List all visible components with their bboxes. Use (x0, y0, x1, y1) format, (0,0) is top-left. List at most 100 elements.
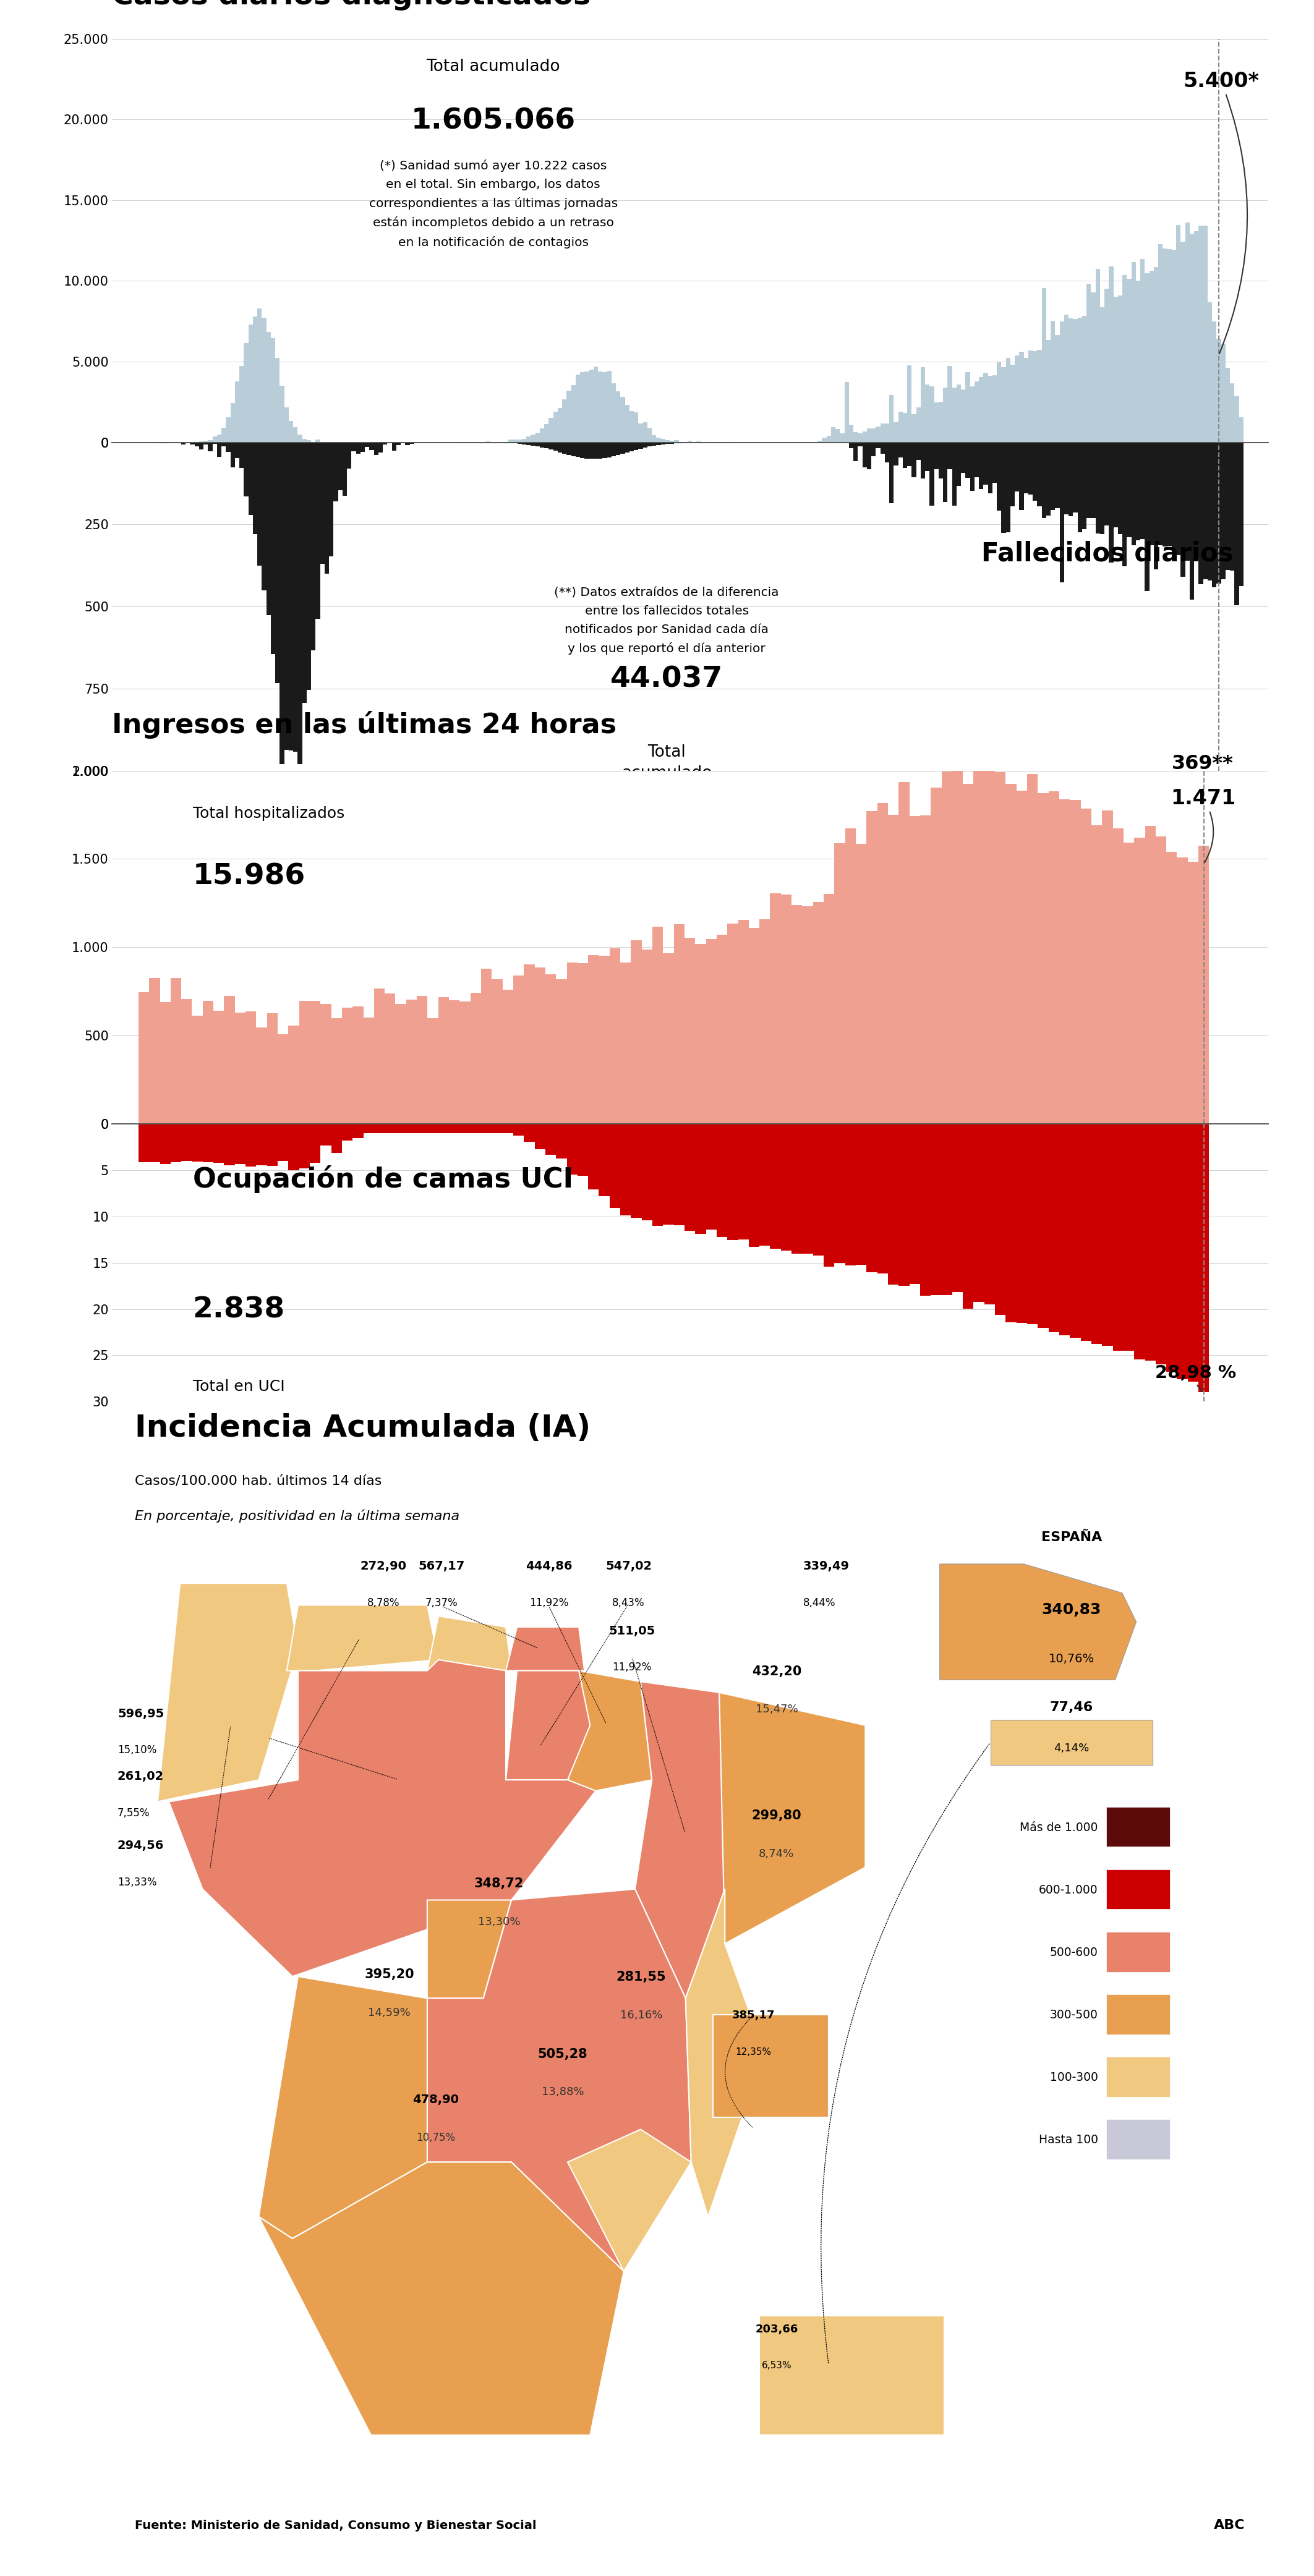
Bar (916, 407, 921, 443)
Text: ABC: ABC (1214, 2519, 1244, 2532)
Bar (1055, 443, 1059, 507)
Bar (674, 925, 685, 1123)
Bar (855, 1123, 866, 1265)
Bar (293, 443, 298, 752)
Bar (275, 358, 280, 443)
Bar (267, 332, 271, 443)
Bar (280, 386, 284, 443)
Bar (549, 443, 553, 451)
Polygon shape (940, 1564, 1137, 1680)
Bar (1077, 317, 1081, 443)
Bar (1020, 350, 1024, 443)
Text: 8,44%: 8,44% (803, 1597, 836, 1607)
Bar (616, 443, 620, 456)
Bar (1064, 314, 1068, 443)
Bar (871, 428, 876, 443)
Bar (235, 1123, 246, 1164)
Bar (363, 1018, 374, 1123)
Bar (853, 433, 858, 443)
Bar (853, 443, 858, 461)
Bar (585, 443, 589, 459)
Bar (995, 1123, 1005, 1316)
Bar (706, 1123, 716, 1229)
Bar (378, 443, 382, 453)
Text: 272,90: 272,90 (360, 1561, 406, 1571)
Bar (275, 443, 280, 683)
Bar (321, 443, 325, 564)
Bar (171, 1123, 181, 1162)
Bar (1059, 322, 1064, 443)
Bar (280, 443, 284, 765)
Bar (880, 422, 884, 443)
Bar (1131, 443, 1135, 546)
Bar (1176, 224, 1180, 443)
Bar (845, 1123, 855, 1265)
Text: 369**: 369** (1172, 755, 1234, 773)
Bar (598, 443, 602, 459)
Bar (716, 1123, 728, 1236)
Bar (1185, 224, 1189, 443)
Bar (556, 1123, 566, 1159)
Text: Ingresos en las últimas 24 horas: Ingresos en las últimas 24 horas (112, 711, 616, 739)
Bar (470, 1123, 481, 1133)
Bar (890, 394, 894, 443)
Bar (160, 1002, 171, 1123)
Bar (664, 953, 674, 1123)
Bar (481, 1123, 491, 1133)
Bar (1135, 443, 1141, 541)
Bar (1068, 443, 1074, 515)
Bar (890, 443, 894, 502)
Bar (553, 443, 557, 451)
Bar (834, 842, 845, 1123)
Bar (631, 1123, 641, 1218)
Bar (192, 1015, 202, 1123)
Bar (213, 1123, 225, 1162)
Bar (258, 443, 261, 567)
Text: Más de 1.000: Más de 1.000 (1020, 1821, 1099, 1834)
Bar (824, 894, 834, 1123)
Bar (356, 443, 360, 453)
Polygon shape (991, 1721, 1152, 1765)
Bar (1005, 358, 1010, 443)
Bar (867, 428, 871, 443)
Bar (535, 1123, 545, 1149)
Bar (138, 992, 150, 1123)
Bar (576, 443, 579, 456)
Bar (217, 443, 222, 456)
Bar (289, 420, 293, 443)
Bar (1001, 368, 1005, 443)
Bar (992, 443, 997, 482)
Bar (876, 428, 880, 443)
Bar (770, 1123, 781, 1249)
Bar (585, 371, 589, 443)
Bar (607, 371, 611, 443)
Bar (953, 386, 957, 443)
Bar (222, 428, 226, 443)
Bar (894, 443, 899, 466)
Bar (824, 1123, 834, 1267)
Bar (1131, 263, 1135, 443)
Bar (1014, 355, 1020, 443)
Text: 511,05: 511,05 (608, 1625, 656, 1636)
Text: 432,20: 432,20 (752, 1664, 802, 1677)
Bar (639, 443, 643, 448)
Bar (1188, 863, 1198, 1123)
Bar (310, 999, 321, 1123)
Bar (1106, 1994, 1169, 2035)
Bar (352, 1007, 363, 1123)
Bar (150, 979, 160, 1123)
Bar (909, 817, 920, 1123)
Bar (759, 920, 770, 1123)
Bar (449, 999, 460, 1123)
Bar (1046, 443, 1051, 515)
Text: 15,10%: 15,10% (117, 1744, 156, 1757)
Bar (1163, 247, 1167, 443)
Bar (1042, 289, 1046, 443)
Bar (934, 402, 938, 443)
Bar (1033, 350, 1037, 443)
Bar (230, 443, 235, 469)
Bar (540, 428, 544, 443)
Bar (491, 979, 502, 1123)
Bar (1167, 1123, 1177, 1370)
Bar (862, 443, 867, 466)
